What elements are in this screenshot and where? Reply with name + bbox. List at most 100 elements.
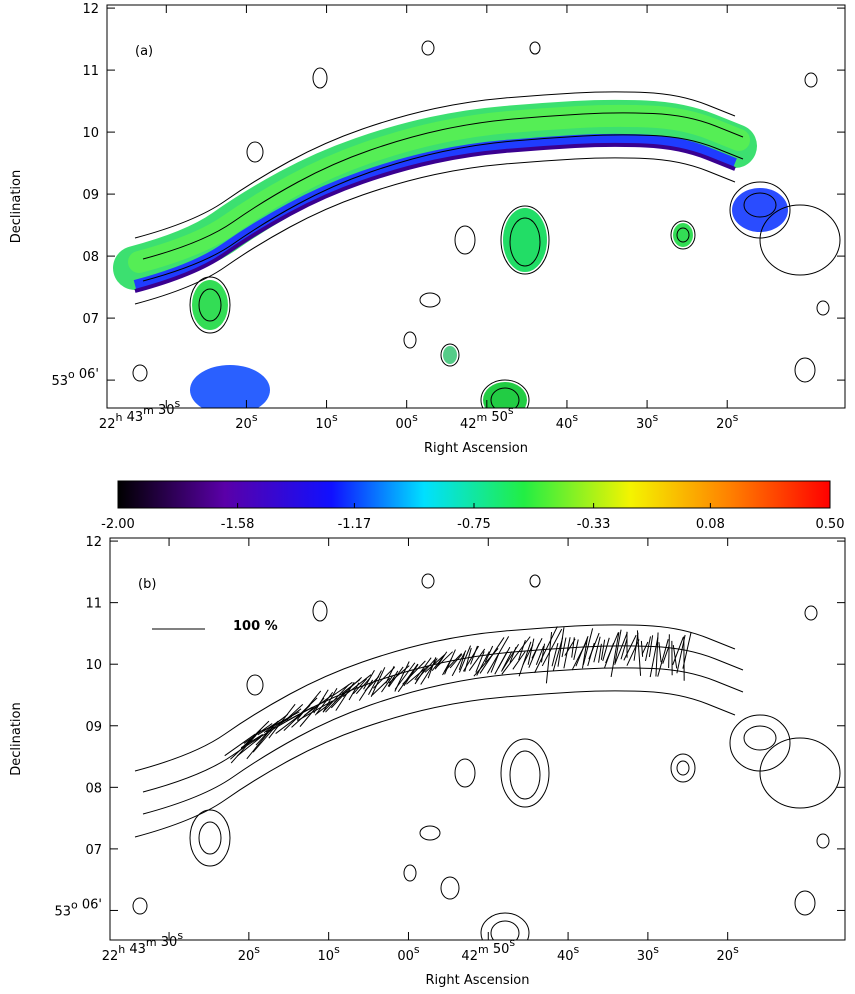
- polarization-vector: [497, 646, 511, 669]
- polarization-vector: [571, 637, 575, 658]
- polarization-vector: [435, 651, 453, 669]
- polarization-vector: [240, 720, 270, 749]
- polarization-vector: [322, 684, 350, 713]
- polarization-vector: [427, 657, 437, 679]
- polarization-vector: [331, 681, 353, 697]
- polarization-vector: [545, 631, 553, 684]
- contour: [816, 300, 830, 316]
- label-part: 10: [315, 417, 332, 432]
- polarization-vector: [648, 635, 654, 657]
- label-part: 42: [460, 417, 477, 432]
- label-part: 30: [637, 949, 654, 964]
- label-part: 40: [556, 417, 573, 432]
- label-sup: m: [143, 404, 154, 417]
- label-part: 22: [102, 949, 119, 964]
- polarization-vector: [509, 646, 517, 663]
- label-sup: s: [573, 943, 579, 956]
- y-tick-label: 10: [85, 658, 102, 673]
- contour: [490, 920, 520, 940]
- polarization-vector: [610, 632, 620, 678]
- y-tick-label: 09: [82, 188, 99, 203]
- polarization-vector: [263, 713, 289, 733]
- polarization-vector: [224, 733, 256, 757]
- contour: [312, 600, 328, 622]
- x-tick-label: 22h 43m 30s: [102, 929, 184, 964]
- label-sup: s: [252, 411, 258, 424]
- x-tick-label: 22h 43m 30s: [99, 397, 181, 432]
- polarization-vector: [444, 653, 462, 672]
- x-axis-label: Right Ascension: [424, 441, 528, 456]
- polarization-vector: [484, 645, 494, 663]
- x-tick-label: 40s: [557, 943, 580, 964]
- contour: [816, 833, 830, 849]
- contour: [529, 41, 541, 55]
- label-part: 00: [397, 949, 414, 964]
- polarization-vector: [387, 670, 399, 687]
- polarization-vector: [561, 637, 567, 658]
- contour: [676, 760, 690, 776]
- polarization-vector: [476, 651, 490, 676]
- contour: [804, 72, 818, 88]
- polarization-vector: [588, 632, 600, 660]
- x-tick-label: 20s: [717, 943, 740, 964]
- polarization-vector: [363, 669, 375, 690]
- label-part: 43: [122, 410, 143, 425]
- polarization-vector: [641, 641, 649, 655]
- polarization-vector: [313, 689, 329, 714]
- polarization-vector: [381, 675, 393, 693]
- polarization-vector: [518, 640, 526, 661]
- label-part: 20: [235, 417, 252, 432]
- contour: [142, 645, 744, 793]
- contour: [403, 331, 417, 349]
- polarization-vector: [475, 651, 485, 673]
- x-tick-label: 10s: [315, 411, 338, 432]
- label-part: 20: [716, 417, 733, 432]
- polarization-vector: [672, 644, 678, 669]
- label-part: 06': [78, 897, 102, 912]
- polarization-vector: [468, 648, 486, 672]
- contour: [670, 753, 696, 783]
- polarization-vector: [342, 674, 372, 698]
- label-sup: s: [733, 943, 739, 956]
- label-sup: o: [71, 898, 78, 911]
- y-axis-label: Declination: [9, 170, 24, 244]
- polarization-vector: [458, 645, 472, 673]
- label-sup: s: [334, 943, 340, 956]
- polarization-vector: [633, 632, 639, 661]
- label-sup: s: [509, 936, 515, 949]
- x-tick-label: 20s: [235, 411, 258, 432]
- contour: [670, 220, 696, 250]
- contour: [246, 141, 264, 163]
- label-part: 00: [396, 417, 413, 432]
- contour: [142, 134, 744, 282]
- polarization-vector: [236, 736, 262, 757]
- contour: [454, 758, 476, 788]
- y-tick-label: 12: [85, 535, 102, 550]
- polarization-vector: [575, 636, 589, 667]
- polarization-vector: [352, 678, 368, 695]
- polarization-vector: [614, 629, 622, 664]
- polarization-vector: [614, 632, 628, 665]
- polarization-vector: [600, 639, 606, 660]
- polarization-vector: [449, 653, 463, 669]
- x-tick-label: 20s: [238, 943, 261, 964]
- polarization-vector: [501, 636, 531, 675]
- emission-blob: [673, 223, 693, 247]
- x-tick-label: 42m 50s: [460, 404, 514, 432]
- label-sup: h: [118, 943, 125, 956]
- polarization-vector: [341, 679, 361, 694]
- y-tick-label: 07: [82, 312, 99, 327]
- polarization-vector: [479, 637, 505, 674]
- y-tick-label: 07: [85, 843, 102, 858]
- polarization-vector: [658, 642, 662, 663]
- contour: [440, 876, 460, 900]
- polarization-vector: [424, 653, 446, 673]
- y-tick-label: 11: [85, 597, 102, 612]
- polarization-vector: [623, 634, 637, 661]
- label-part: 42: [461, 949, 478, 964]
- contour: [198, 288, 222, 322]
- x-tick-label: 00s: [397, 943, 420, 964]
- label-sup: s: [572, 411, 578, 424]
- contour: [189, 276, 231, 334]
